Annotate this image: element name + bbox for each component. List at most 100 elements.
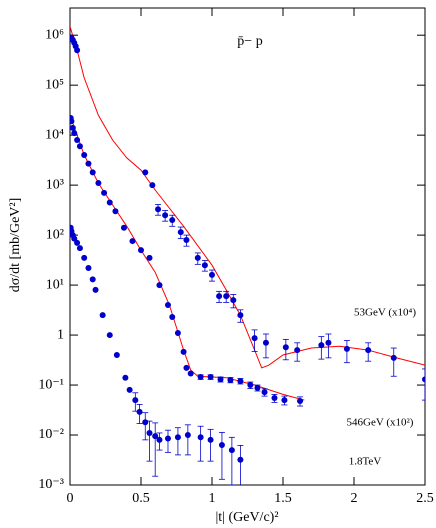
data-point	[71, 235, 78, 242]
data-point	[187, 370, 194, 377]
series-label: 546GeV (x10²)	[347, 417, 414, 429]
data-point	[251, 335, 258, 342]
data-point	[217, 376, 224, 383]
data-point	[218, 442, 225, 449]
data-point	[81, 152, 88, 159]
data-point	[216, 293, 223, 300]
data-point	[146, 429, 153, 436]
data-point	[138, 247, 144, 254]
data-point	[95, 180, 102, 187]
data-point	[142, 169, 149, 176]
x-tick-label: 2	[351, 491, 358, 506]
series-label: 1.8TeV	[349, 456, 382, 468]
data-point	[155, 206, 162, 213]
data-point	[237, 378, 244, 385]
data-point	[106, 199, 113, 206]
data-point	[318, 342, 325, 349]
data-point	[156, 282, 163, 289]
fit-curve	[70, 115, 305, 401]
data-point	[209, 271, 215, 278]
data-point	[164, 435, 171, 442]
data-point	[197, 434, 204, 441]
data-point	[142, 419, 149, 426]
data-point	[183, 364, 190, 371]
data-point	[169, 313, 176, 320]
y-tick-label: 1	[57, 327, 64, 342]
data-point	[126, 386, 133, 393]
data-point	[132, 397, 139, 404]
data-point	[89, 276, 96, 283]
data-point	[174, 434, 181, 441]
data-point	[71, 130, 78, 137]
data-point	[223, 293, 230, 300]
series-label: 53GeV (x10⁴)	[354, 307, 416, 319]
data-point	[112, 208, 119, 215]
data-point	[343, 345, 350, 352]
data-point	[227, 377, 234, 384]
data-point	[422, 376, 425, 383]
data-point	[230, 297, 237, 304]
data-point	[81, 254, 88, 261]
data-point	[70, 124, 76, 131]
data-point	[207, 436, 214, 443]
data-point	[146, 254, 153, 261]
data-point	[120, 224, 127, 231]
data-point	[152, 433, 159, 440]
data-point	[99, 312, 106, 319]
data-point	[156, 436, 163, 443]
data-point	[261, 389, 268, 396]
data-point	[76, 143, 83, 150]
x-axis-label: |t| (GeV/c)²	[215, 510, 278, 525]
data-point	[194, 254, 201, 261]
x-tick-label: 0	[67, 491, 74, 506]
y-tick-label: 10⁶	[45, 27, 64, 42]
y-tick-label: 10¹	[46, 277, 64, 292]
data-point	[197, 373, 204, 380]
data-point	[294, 347, 301, 354]
fit-curve	[70, 26, 425, 369]
y-tick-label: 10³	[46, 177, 64, 192]
data-point	[262, 339, 269, 346]
data-point	[177, 229, 184, 236]
x-tick-label: 1	[209, 491, 216, 506]
data-point	[201, 262, 208, 269]
y-tick-label: 10²	[46, 227, 64, 242]
data-point	[74, 239, 81, 246]
data-point	[228, 447, 235, 454]
y-axis-label: dσ/dt [mb/GeV²]	[8, 198, 23, 293]
data-point	[76, 245, 83, 252]
data-point	[162, 212, 169, 219]
data-point	[271, 395, 278, 402]
chart-title: p̄− p	[237, 34, 262, 49]
data-point	[74, 136, 81, 143]
data-point	[207, 373, 214, 380]
data-point	[164, 301, 171, 308]
data-point	[85, 160, 92, 167]
data-point	[149, 182, 156, 189]
plot-area	[70, 26, 425, 485]
y-tick-label: 10⁻²	[38, 427, 64, 442]
data-point	[122, 374, 129, 381]
data-point	[390, 354, 397, 361]
data-point	[183, 236, 190, 243]
plot-frame	[69, 7, 426, 486]
data-point	[297, 397, 304, 404]
data-point	[92, 286, 99, 293]
data-point	[184, 432, 191, 439]
data-point	[174, 329, 181, 336]
data-point	[365, 347, 372, 354]
data-point	[282, 344, 289, 351]
x-tick-label: 0.5	[132, 491, 150, 506]
data-point	[74, 47, 81, 54]
data-point	[89, 169, 96, 176]
y-tick-label: 10⁻³	[38, 477, 64, 492]
data-point	[237, 456, 244, 463]
data-point	[70, 118, 75, 125]
data-point	[281, 397, 288, 404]
data-point	[129, 238, 136, 245]
data-point	[180, 348, 187, 355]
data-point	[101, 189, 108, 196]
y-tick-label: 10⁴	[45, 127, 64, 142]
y-tick-label: 10⁻¹	[38, 377, 64, 392]
